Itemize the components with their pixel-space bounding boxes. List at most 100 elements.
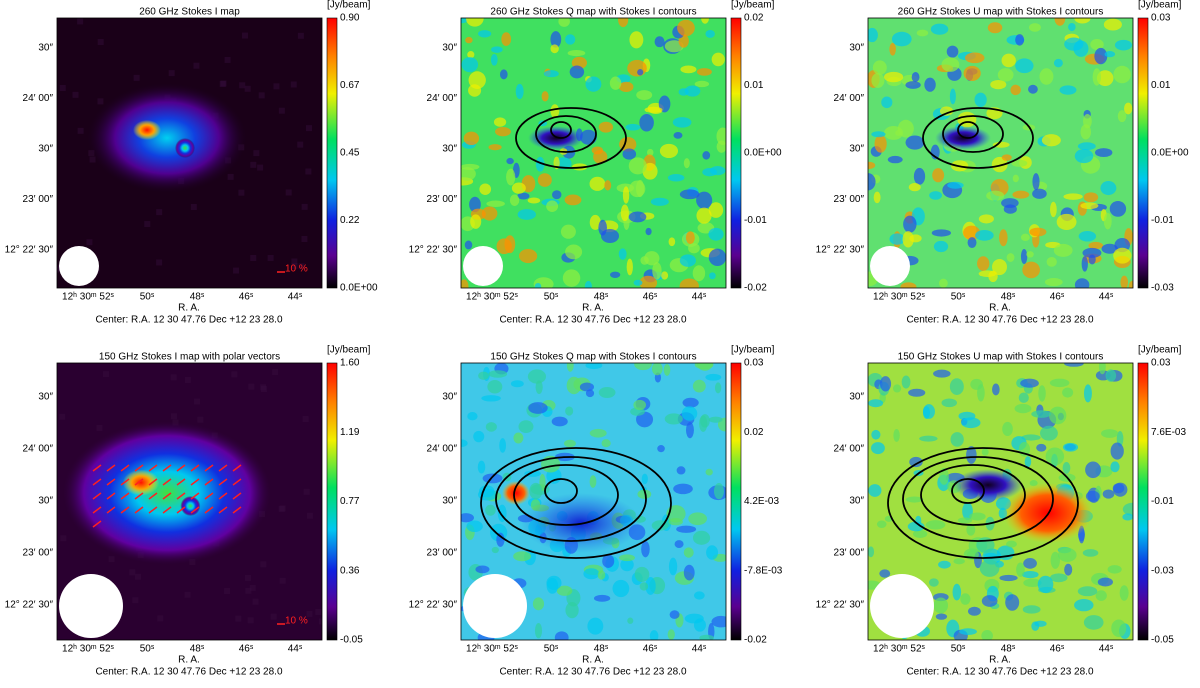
noise [657, 445, 665, 453]
contour [922, 107, 1034, 169]
noise [59, 413, 66, 420]
noise [637, 69, 644, 76]
noise [587, 617, 604, 635]
noise [464, 240, 473, 250]
noise [562, 269, 581, 287]
y-tick-label: 24′ 00″ [834, 444, 865, 455]
noise [320, 77, 322, 84]
noise [651, 363, 663, 376]
noise [876, 520, 887, 528]
noise [938, 560, 951, 569]
noise [1015, 34, 1025, 46]
noise [1110, 442, 1124, 460]
noise [495, 126, 511, 137]
source-peak [180, 496, 201, 516]
noise [144, 221, 151, 228]
noise [1020, 233, 1030, 242]
noise [569, 65, 585, 79]
noise [1018, 392, 1029, 403]
noise [612, 579, 630, 598]
colorbar [1137, 362, 1149, 641]
noise [713, 482, 724, 500]
noise [1102, 489, 1115, 499]
noise [567, 49, 586, 57]
noise [913, 167, 926, 185]
noise [77, 127, 84, 134]
noise [1064, 37, 1084, 51]
noise [463, 131, 480, 146]
map-frame [56, 17, 323, 289]
noise [528, 402, 548, 414]
noise [584, 280, 592, 288]
noise [1021, 434, 1041, 441]
noise [672, 117, 692, 128]
noise [509, 194, 520, 206]
noise [979, 559, 1000, 577]
y-tick-label: 23′ 00″ [834, 194, 865, 205]
noise [931, 229, 951, 237]
noise [699, 634, 715, 640]
noise [1028, 84, 1038, 94]
polar-vector [92, 464, 102, 472]
noise [532, 597, 545, 611]
noise [501, 32, 512, 46]
noise [628, 211, 647, 223]
noise [949, 378, 964, 395]
noise [260, 386, 267, 393]
noise [170, 374, 177, 381]
noise [681, 406, 698, 421]
panel: 150 GHz Stokes U map with Stokes I conto… [816, 345, 1187, 678]
noise [1020, 249, 1028, 265]
noise [1044, 278, 1063, 287]
noise [635, 179, 645, 198]
noise [694, 80, 710, 88]
noise [628, 157, 647, 175]
noise [486, 200, 505, 207]
map-image [57, 18, 322, 288]
x-tick-label: 50ˢ [544, 292, 559, 303]
noise [652, 262, 662, 280]
noise [958, 411, 976, 421]
noise [1022, 605, 1041, 614]
noise [663, 363, 671, 376]
noise [1064, 563, 1073, 576]
noise [318, 618, 322, 625]
noise [250, 161, 257, 168]
y-tick-label: 24′ 00″ [834, 93, 865, 104]
noise [897, 119, 914, 138]
noise [604, 180, 612, 191]
noise [1103, 18, 1122, 31]
noise [260, 561, 267, 568]
noise [194, 398, 201, 405]
colorbar-tick-label: 0.0E+00 [340, 283, 378, 294]
polar-vector [134, 478, 144, 486]
noise [966, 446, 977, 464]
noise [485, 504, 496, 516]
polar-vector [120, 506, 130, 514]
x-tick-label: 44ˢ [692, 644, 707, 655]
noise [673, 483, 693, 495]
noise [1116, 431, 1124, 447]
noise [685, 422, 694, 439]
noise [297, 32, 304, 39]
noise [1107, 565, 1122, 574]
noise [1015, 58, 1034, 74]
colorbar-tick-label: -0.03 [1151, 565, 1174, 576]
y-tick-label: 30″ [442, 392, 457, 403]
noise [1095, 148, 1113, 158]
noise [626, 258, 633, 276]
contour [513, 464, 619, 526]
noise [302, 416, 309, 423]
noise [871, 73, 885, 88]
noise [872, 60, 887, 75]
noise [97, 39, 104, 46]
noise [239, 82, 246, 89]
noise [565, 34, 576, 45]
x-axis-label: R. A. [582, 303, 604, 314]
noise [619, 554, 635, 562]
noise [519, 248, 538, 264]
y-tick-label: 23′ 00″ [427, 548, 458, 559]
scale-label: 10 % [285, 616, 308, 627]
noise [184, 376, 191, 383]
scale-label: 10 % [285, 264, 308, 275]
